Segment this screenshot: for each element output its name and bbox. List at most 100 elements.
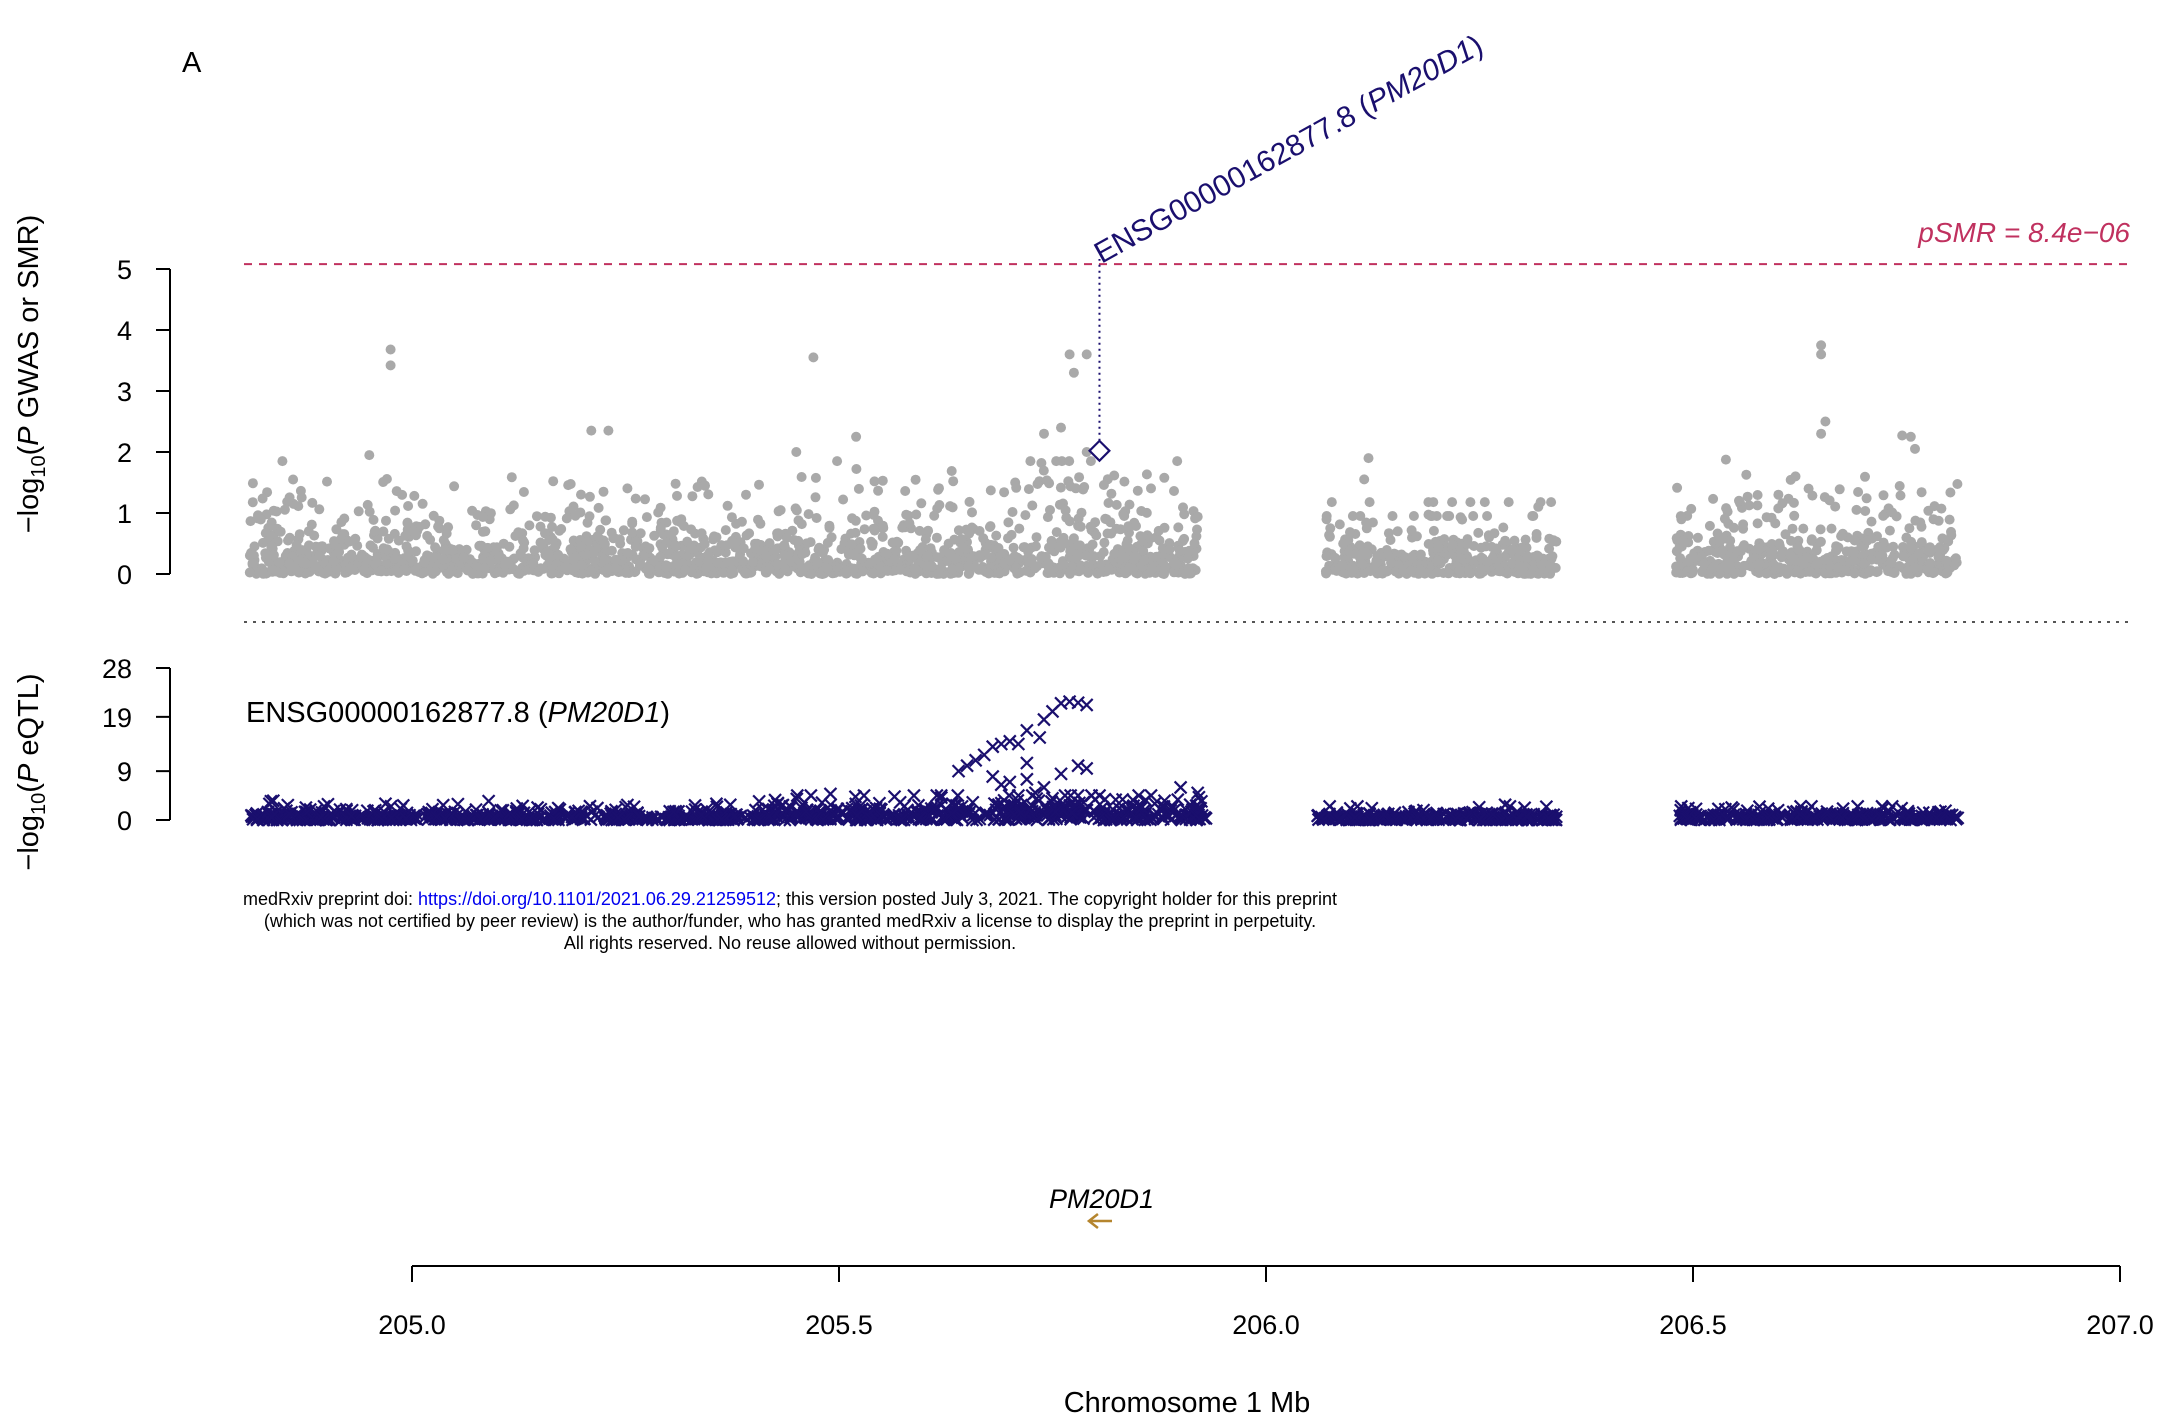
gwas-point [861, 510, 872, 521]
gwas-point [753, 514, 763, 525]
gwas-point [430, 542, 441, 553]
gwas-point [610, 563, 621, 574]
gwas-point [1042, 512, 1053, 523]
gwas-point [570, 510, 581, 521]
doi-link[interactable]: https://doi.org/10.1101/2021.06.29.21259… [418, 889, 777, 909]
gwas-point [1178, 502, 1188, 513]
eqtl-point [1167, 803, 1181, 818]
gwas-y-tick-label: 1 [117, 499, 132, 529]
gwas-point [618, 525, 629, 536]
eqtl-point [762, 809, 777, 824]
gwas-point [1130, 551, 1141, 562]
gwas-point [514, 568, 525, 579]
eqtl-point [264, 794, 278, 809]
gwas-point [967, 507, 977, 518]
gwas-point [1063, 476, 1074, 487]
gwas-point [1675, 511, 1686, 522]
gwas-point [359, 564, 369, 575]
eqtl-point [832, 811, 846, 826]
gwas-point [1457, 514, 1468, 525]
gwas-point [518, 535, 528, 546]
gwas-point [1945, 487, 1956, 498]
eqtl-point [1363, 812, 1378, 827]
gwas-point [811, 513, 822, 523]
gwas-point [419, 557, 430, 568]
gwas-point [1058, 559, 1069, 570]
smr-probe-label: ENSG00000162877.8 (PM20D1) [1089, 29, 1489, 271]
eqtl-point [1930, 811, 1944, 825]
gwas-point [1326, 497, 1337, 508]
gwas-point [1064, 516, 1075, 527]
gwas-point [1923, 505, 1934, 516]
gwas-point [1159, 569, 1169, 579]
gwas-point [904, 518, 915, 529]
gwas-point [346, 552, 357, 562]
eqtl-point [1174, 812, 1189, 827]
gwas-point [547, 567, 558, 578]
gwas-point [1820, 416, 1831, 427]
gwas-point [877, 531, 888, 542]
gwas-point [1169, 486, 1179, 496]
gwas-y-axis: 0 1 2 3 4 5 [117, 255, 171, 590]
gwas-point [477, 512, 488, 522]
gwas-point [385, 360, 396, 371]
gwas-point [1160, 561, 1171, 572]
gwas-point [1887, 507, 1898, 518]
gwas-point [296, 546, 307, 557]
gwas-point [1531, 529, 1542, 539]
eqtl-point [1486, 807, 1500, 821]
gwas-point [1096, 559, 1107, 570]
gwas-point [1347, 511, 1358, 521]
gwas-point [950, 553, 961, 564]
gwas-point [541, 547, 552, 558]
eqtl-y-tick-label: 28 [102, 654, 132, 684]
eqtl-y-tick-label: 19 [102, 703, 132, 733]
eqtl-point [1065, 806, 1079, 820]
gwas-point [655, 522, 666, 533]
gwas-point [1109, 548, 1120, 559]
gwas-point [945, 501, 956, 512]
gwas-point [1952, 479, 1963, 489]
gwas-point [479, 563, 490, 573]
eqtl-point [1173, 780, 1188, 795]
gwas-point [586, 425, 597, 436]
eqtl-point [804, 788, 818, 803]
gwas-point [796, 519, 807, 530]
gwas-point [1746, 561, 1757, 572]
gwas-point [1432, 555, 1443, 566]
gwas-point [540, 511, 551, 522]
gwas-point [1894, 481, 1905, 491]
gwas-point [622, 548, 633, 558]
gwas-point [1465, 497, 1476, 508]
gwas-point [554, 525, 565, 536]
gwas-point [1836, 531, 1847, 542]
eqtl-point [1071, 695, 1085, 710]
gwas-point [1124, 499, 1135, 510]
gwas-point [1754, 558, 1765, 569]
gwas-point [411, 530, 421, 541]
gwas-point [548, 476, 559, 487]
gwas-point [1423, 509, 1434, 520]
gwas-point [1916, 521, 1927, 532]
gwas-point [1476, 542, 1486, 553]
eqtl-point [968, 753, 983, 768]
gwas-point [1106, 528, 1117, 539]
gwas-point [649, 530, 660, 541]
gwas-point [1363, 453, 1374, 464]
gwas-point [322, 476, 332, 487]
eqtl-point [1519, 809, 1534, 824]
gwas-point [1792, 566, 1803, 577]
gwas-point [599, 555, 610, 566]
gwas-point [931, 532, 942, 543]
gwas-point [812, 557, 823, 568]
gwas-point [518, 543, 529, 554]
gwas-point [956, 534, 967, 544]
gwas-point [948, 476, 959, 487]
gwas-point [1036, 458, 1047, 468]
eqtl-point [1140, 812, 1155, 826]
gwas-point [1860, 471, 1870, 482]
gwas-point [1192, 511, 1203, 522]
gwas-point [1525, 568, 1536, 579]
gwas-point [904, 551, 915, 562]
gwas-point [1172, 456, 1183, 467]
